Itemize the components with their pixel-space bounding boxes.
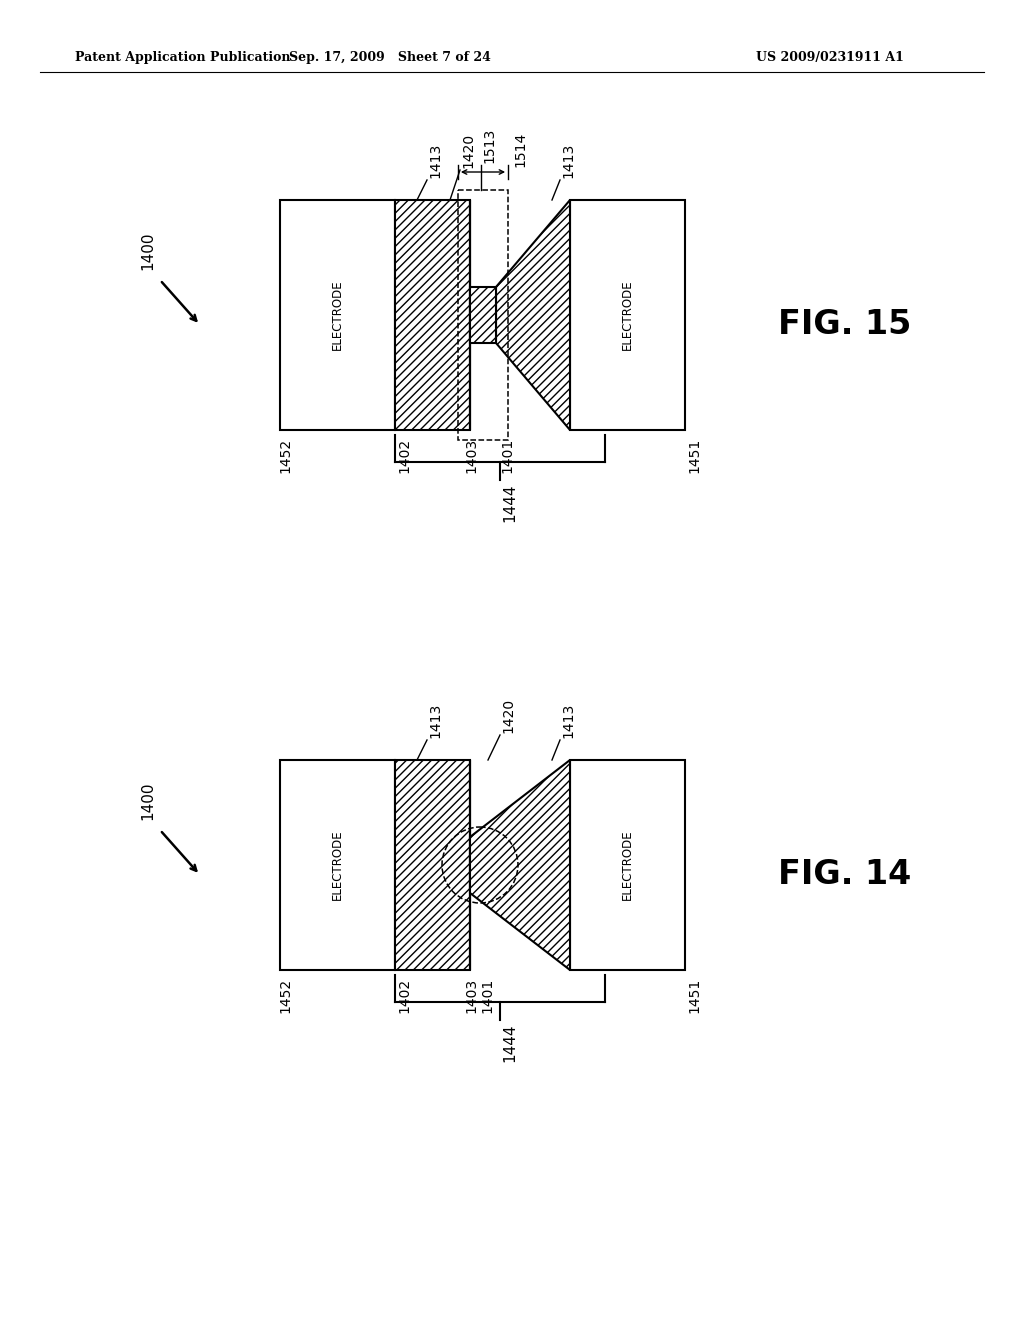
Text: 1452: 1452 (278, 978, 292, 1014)
Text: 1401: 1401 (500, 438, 514, 474)
Polygon shape (395, 760, 470, 970)
Text: 1420: 1420 (501, 698, 515, 733)
Text: Patent Application Publication: Patent Application Publication (75, 51, 291, 65)
Text: 1420: 1420 (461, 133, 475, 168)
Bar (570, 760, 685, 970)
Bar (280, 201, 395, 430)
Text: FIG. 14: FIG. 14 (778, 858, 911, 891)
Text: 1444: 1444 (503, 484, 518, 523)
Text: 1400: 1400 (140, 231, 156, 271)
Text: 1403: 1403 (464, 978, 478, 1014)
Text: 1401: 1401 (480, 978, 494, 1014)
Text: 1402: 1402 (397, 438, 411, 473)
Text: 1413: 1413 (428, 143, 442, 178)
Text: ELECTRODE: ELECTRODE (621, 830, 634, 900)
Text: 1403: 1403 (464, 438, 478, 473)
Text: ELECTRODE: ELECTRODE (621, 280, 634, 350)
Text: US 2009/0231911 A1: US 2009/0231911 A1 (756, 51, 904, 65)
Text: 1413: 1413 (428, 702, 442, 738)
Text: 1413: 1413 (561, 143, 575, 178)
Text: Sep. 17, 2009   Sheet 7 of 24: Sep. 17, 2009 Sheet 7 of 24 (289, 51, 490, 65)
Text: 1402: 1402 (397, 978, 411, 1014)
Bar (570, 201, 685, 430)
Text: 1451: 1451 (687, 978, 701, 1014)
Bar (280, 760, 395, 970)
Text: 1514: 1514 (513, 132, 527, 168)
Text: ELECTRODE: ELECTRODE (331, 830, 344, 900)
Text: 1452: 1452 (278, 438, 292, 473)
Text: 1413: 1413 (561, 702, 575, 738)
Text: 1400: 1400 (140, 781, 156, 820)
Polygon shape (470, 760, 570, 970)
Text: 1513: 1513 (482, 128, 496, 162)
Text: 1451: 1451 (687, 438, 701, 474)
Bar (458, 190, 508, 440)
Polygon shape (470, 286, 496, 343)
Text: 1444: 1444 (503, 1024, 518, 1063)
Polygon shape (496, 201, 570, 430)
Polygon shape (395, 201, 470, 430)
Text: FIG. 15: FIG. 15 (778, 309, 911, 342)
Text: ELECTRODE: ELECTRODE (331, 280, 344, 350)
